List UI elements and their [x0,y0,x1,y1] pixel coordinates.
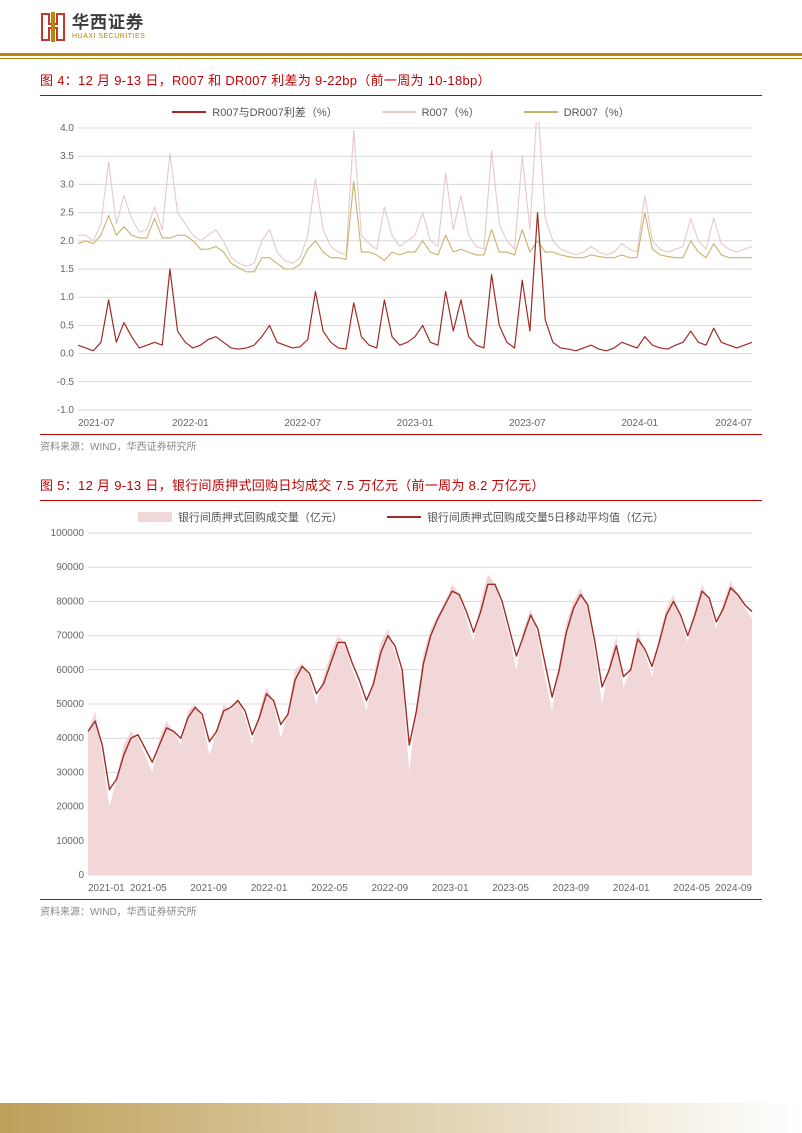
svg-text:3.5: 3.5 [60,151,74,162]
figure-4-svg: -1.0 -0.5 0.0 0.5 1.0 1.5 2.0 2.5 3.0 3.5 4.0 2021-… [40,122,760,432]
svg-text:3.0: 3.0 [60,179,74,190]
svg-text:2024-05: 2024-05 [673,883,710,894]
brand-name-en: HUAXI SECURITIES [72,33,145,40]
svg-text:2022-01: 2022-01 [251,883,288,894]
svg-text:2023-07: 2023-07 [509,418,546,429]
legend-swatch [138,512,172,522]
svg-text:2.0: 2.0 [60,236,74,247]
legend-item: R007（%） [382,104,480,120]
svg-text:0.5: 0.5 [60,320,74,331]
legend-item: 银行间质押式回购成交量（亿元） [138,509,343,525]
svg-text:4.0: 4.0 [60,123,74,134]
svg-text:1.0: 1.0 [60,292,74,303]
svg-text:2023-09: 2023-09 [553,883,590,894]
svg-text:2023-01: 2023-01 [397,418,434,429]
svg-text:0.0: 0.0 [60,349,74,360]
svg-text:1.5: 1.5 [60,264,74,275]
legend-swatch [382,111,416,113]
page-footer-bar [0,1103,802,1133]
legend-label: DR007（%） [564,104,630,120]
svg-text:-0.5: -0.5 [57,377,75,388]
figure-5-title: 图 5：12 月 9-13 日，银行间质押式回购日均成交 7.5 万亿元（前一周… [40,475,762,494]
svg-text:30000: 30000 [56,767,84,778]
brand-logo: 华西证券 HUAXI SECURITIES [40,12,145,42]
svg-text:2022-01: 2022-01 [172,418,209,429]
legend-item: R007与DR007利差（%） [172,104,337,120]
logo-mark-icon [40,12,66,42]
legend-label: 银行间质押式回购成交量（亿元） [178,509,343,525]
svg-text:10000: 10000 [56,836,84,847]
svg-text:2023-01: 2023-01 [432,883,469,894]
figure-4-chart: R007与DR007利差（%） R007（%） DR007（%） -1.0 -0.5 0… [40,95,762,435]
figure-5-legend: 银行间质押式回购成交量（亿元） 银行间质押式回购成交量5日移动平均值（亿元） [40,505,762,527]
svg-text:2023-05: 2023-05 [492,883,529,894]
svg-text:2022-07: 2022-07 [284,418,321,429]
legend-label: R007（%） [422,104,480,120]
svg-text:2022-05: 2022-05 [311,883,348,894]
svg-text:2021-07: 2021-07 [78,418,115,429]
svg-text:60000: 60000 [56,665,84,676]
svg-text:100000: 100000 [51,528,85,539]
legend-swatch [387,516,421,518]
svg-text:2.5: 2.5 [60,208,74,219]
svg-text:0: 0 [78,870,84,881]
svg-text:2022-09: 2022-09 [371,883,408,894]
svg-text:90000: 90000 [56,562,84,573]
figure-5: 图 5：12 月 9-13 日，银行间质押式回购日均成交 7.5 万亿元（前一周… [40,475,762,918]
svg-text:-1.0: -1.0 [57,405,75,416]
svg-text:70000: 70000 [56,631,84,642]
svg-text:20000: 20000 [56,802,84,813]
legend-item: 银行间质押式回购成交量5日移动平均值（亿元） [387,509,664,525]
brand-name-zh: 华西证券 [72,14,145,31]
svg-text:50000: 50000 [56,699,84,710]
legend-item: DR007（%） [524,104,630,120]
legend-label: R007与DR007利差（%） [212,104,337,120]
figure-5-source: 资料来源：WIND，华西证券研究所 [40,903,762,918]
svg-text:2024-01: 2024-01 [613,883,650,894]
svg-text:2021-01: 2021-01 [88,883,125,894]
figure-4: 图 4：12 月 9-13 日，R007 和 DR007 利差为 9-22bp（… [40,70,762,453]
svg-text:2021-05: 2021-05 [130,883,167,894]
legend-swatch [172,111,206,113]
legend-swatch [524,111,558,113]
figure-4-legend: R007与DR007利差（%） R007（%） DR007（%） [40,100,762,122]
figure-4-title: 图 4：12 月 9-13 日，R007 和 DR007 利差为 9-22bp（… [40,70,762,89]
figure-5-svg: 0 10000 20000 30000 40000 50000 60000 70000 8000… [40,527,760,897]
svg-text:2024-07: 2024-07 [715,418,752,429]
svg-text:40000: 40000 [56,733,84,744]
figure-5-chart: 银行间质押式回购成交量（亿元） 银行间质押式回购成交量5日移动平均值（亿元） 0 1… [40,500,762,900]
legend-label: 银行间质押式回购成交量5日移动平均值（亿元） [427,509,664,525]
svg-text:80000: 80000 [56,596,84,607]
svg-text:2021-09: 2021-09 [190,883,227,894]
svg-text:2024-01: 2024-01 [621,418,658,429]
svg-text:2024-09: 2024-09 [715,883,752,894]
page-header: 华西证券 HUAXI SECURITIES [0,0,802,56]
figure-4-source: 资料来源：WIND，华西证券研究所 [40,438,762,453]
page-content: 图 4：12 月 9-13 日，R007 和 DR007 利差为 9-22bp（… [0,56,802,918]
